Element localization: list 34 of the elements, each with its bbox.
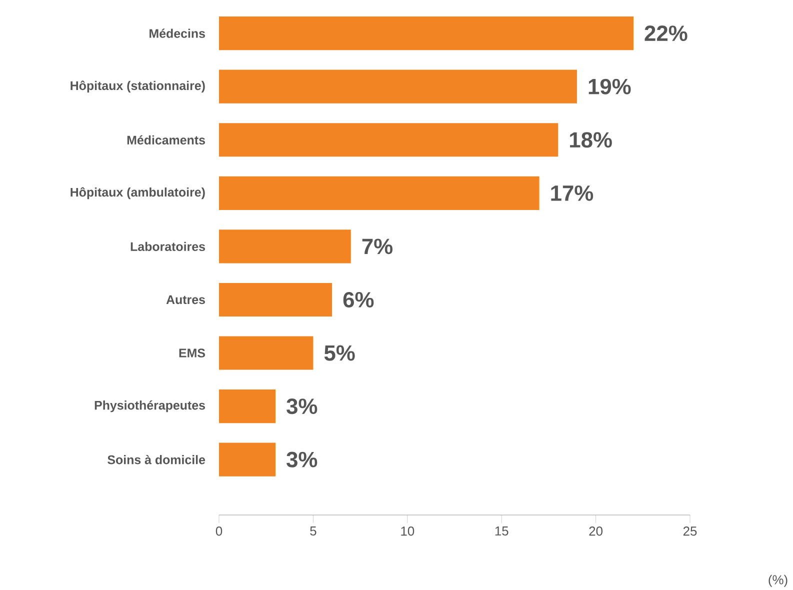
bar — [219, 16, 634, 50]
x-tick-label: 10 — [401, 526, 414, 536]
data-label: 7% — [362, 238, 392, 254]
data-label: 3% — [286, 452, 318, 468]
bar — [219, 336, 314, 370]
data-label: 5% — [324, 345, 355, 361]
x-tick-label: 5 — [310, 526, 316, 536]
y-tick-label: EMS — [179, 348, 205, 358]
bar — [219, 176, 540, 210]
x-tick-label: 0 — [216, 526, 222, 536]
y-tick-label: Médicaments — [127, 135, 205, 144]
y-tick-label: Hôpitaux (ambulatoire) — [70, 187, 205, 199]
bar — [219, 282, 332, 316]
x-tick-label: 15 — [495, 526, 508, 536]
y-tick-label: Soins à domicile — [108, 454, 206, 464]
bar — [219, 389, 276, 423]
bar — [219, 230, 351, 264]
data-label: 6% — [343, 292, 374, 308]
bar — [219, 122, 558, 157]
y-tick-label: Physiothérapeutes — [94, 400, 205, 412]
bar — [219, 442, 276, 476]
data-label: 3% — [286, 398, 318, 414]
data-label: 22% — [644, 25, 688, 41]
bar — [219, 70, 577, 104]
data-label: 18% — [570, 132, 612, 148]
text: (%) — [768, 574, 788, 587]
y-tick-label: Hôpitaux (stationnaire) — [70, 80, 205, 92]
data-label: 19% — [588, 78, 631, 94]
x-tick-label: 25 — [683, 526, 697, 536]
y-tick-label: Autres — [166, 295, 205, 304]
y-tick-label: Médecins — [150, 28, 205, 38]
x-tick-label: 20 — [589, 526, 603, 536]
y-tick-label: Laboratoires — [130, 242, 205, 251]
data-label: 17% — [551, 185, 594, 201]
